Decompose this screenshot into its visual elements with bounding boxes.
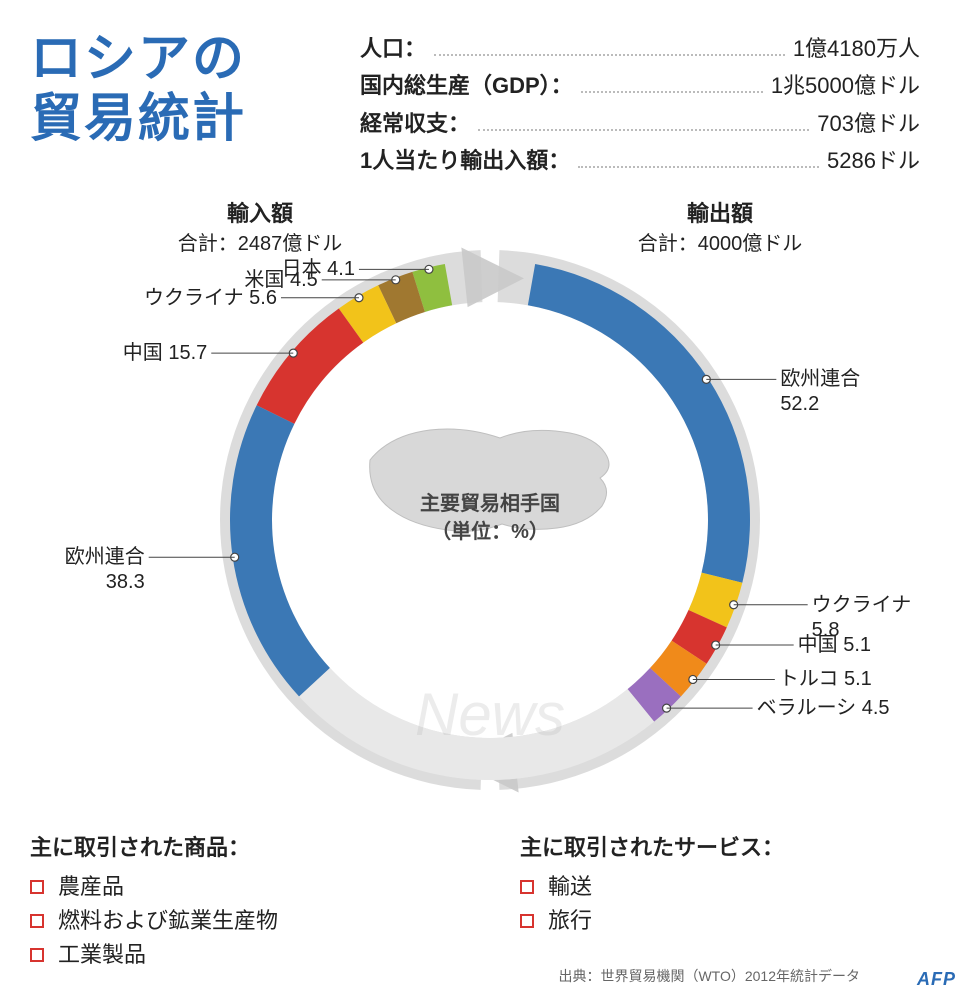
stat-row: 国内総生産（GDP）： 1兆5000億ドル (360, 67, 920, 104)
goods-title: 主に取引された商品： (30, 830, 460, 862)
segment-label: ウクライナ 5.6 (144, 286, 277, 311)
services-column: 主に取引されたサービス： 輸送旅行 (520, 830, 950, 972)
segment-label: 中国 15.7 (123, 341, 207, 366)
imports-header: 輸入額 合計：2487億ドル (150, 200, 370, 257)
list-item-label: 燃料および鉱業生産物 (58, 904, 278, 938)
stat-dots (478, 129, 809, 131)
stat-label: 1人当たり輸出入額： (360, 142, 570, 179)
imports-subtitle: 合計：2487億ドル (178, 233, 343, 255)
list-item-label: 旅行 (548, 904, 592, 938)
segment-label: ベラルーシ 4.5 (757, 696, 890, 721)
stat-row: 人口： 1億4180万人 (360, 30, 920, 67)
bottom-lists: 主に取引された商品： 農産品燃料および鉱業生産物工業製品 主に取引されたサービス… (30, 830, 950, 972)
arc-segment (230, 405, 330, 696)
list-item-label: 工業製品 (58, 938, 146, 972)
stat-row: 経常収支： 703億ドル (360, 105, 920, 142)
stats-block: 人口： 1億4180万人国内総生産（GDP）： 1兆5000億ドル経常収支： 703億… (360, 30, 920, 180)
stat-value: 1億4180万人 (793, 30, 920, 67)
list-item: 工業製品 (30, 938, 460, 972)
exports-header: 輸出額 合計：4000億ドル (610, 200, 830, 257)
list-item: 輸送 (520, 870, 950, 904)
list-item: 農産品 (30, 870, 460, 904)
center-line2: （単位：%） (431, 521, 549, 543)
segment-label: 欧州連合52.2 (780, 367, 860, 417)
center-label: 主要貿易相手国 （単位：%） (380, 490, 600, 546)
exports-subtitle: 合計：4000億ドル (638, 233, 803, 255)
title-line2: 貿易統計 (30, 90, 246, 148)
chart-area: News 輸入額 合計：2487億ドル 輸出額 合計：4000億ドル 主要貿易相… (0, 210, 980, 830)
exports-title: 輸出額 (687, 201, 753, 226)
stat-row: 1人当たり輸出入額： 5286ドル (360, 142, 920, 179)
stat-dots (578, 166, 819, 168)
arc-segment-other (445, 689, 654, 780)
stat-label: 国内総生産（GDP）： (360, 67, 573, 104)
stat-dots (581, 91, 763, 93)
services-title: 主に取引されたサービス： (520, 830, 950, 862)
stat-value: 1兆5000億ドル (771, 67, 920, 104)
bullet-icon (30, 948, 44, 962)
source-text: 出典：世界貿易機関（WTO）2012年統計データ (558, 966, 860, 986)
title-line1: ロシアの (30, 30, 246, 88)
imports-title: 輸入額 (227, 201, 293, 226)
bullet-icon (30, 914, 44, 928)
list-item-label: 農産品 (58, 870, 124, 904)
segment-label: トルコ 5.1 (779, 667, 872, 692)
list-item-label: 輸送 (548, 870, 592, 904)
afp-credit: AFP (917, 969, 956, 990)
segment-label: 欧州連合38.3 (65, 545, 145, 595)
main-title: ロシアの 貿易統計 (30, 30, 246, 150)
stat-label: 人口： (360, 30, 426, 67)
center-line1: 主要貿易相手国 (420, 493, 560, 515)
stat-value: 5286ドル (827, 142, 920, 179)
bullet-icon (30, 880, 44, 894)
goods-column: 主に取引された商品： 農産品燃料および鉱業生産物工業製品 (30, 830, 460, 972)
stat-dots (434, 54, 785, 56)
bullet-icon (520, 880, 534, 894)
list-item: 燃料および鉱業生産物 (30, 904, 460, 938)
segment-label: 中国 5.1 (798, 633, 871, 658)
bullet-icon (520, 914, 534, 928)
stat-label: 経常収支： (360, 105, 470, 142)
stat-value: 703億ドル (817, 105, 920, 142)
list-item: 旅行 (520, 904, 950, 938)
